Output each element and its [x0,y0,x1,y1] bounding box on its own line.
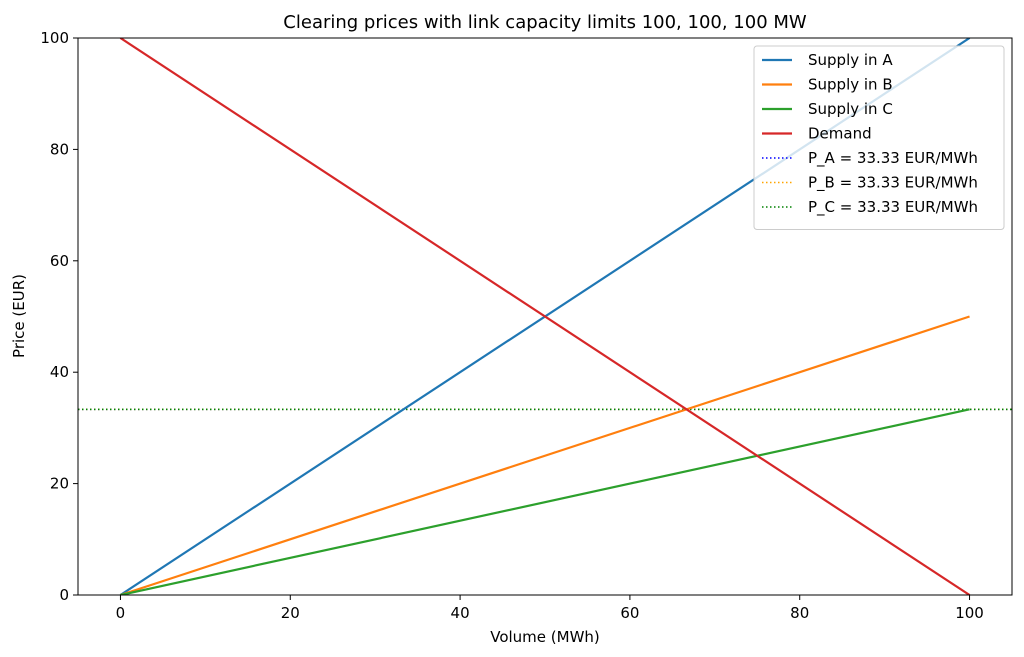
x-tick-label: 100 [955,604,984,622]
x-tick-label: 60 [620,604,639,622]
series-line-4 [119,38,971,595]
legend-label: Demand [808,125,872,143]
series-line-3 [120,408,970,595]
y-axis-label: Price (EUR) [10,274,28,358]
y-tick-label: 60 [50,252,69,270]
legend-label: Supply in A [808,51,893,69]
x-tick-label: 40 [451,604,470,622]
series-line-2 [120,315,970,595]
x-axis-label: Volume (MWh) [490,628,600,646]
legend-label: P_A = 33.33 EUR/MWh [808,149,978,168]
legend-label: Supply in B [808,76,893,94]
legend: Supply in A Supply in B Supply in C Demand P… [753,45,1005,230]
chart-title: Clearing prices with link capacity limit… [283,12,807,33]
y-axis: 0 20 40 60 80 100 [40,29,78,604]
y-tick-label: 100 [40,29,69,47]
legend-label: P_B = 33.33 EUR/MWh [808,174,978,193]
y-tick-label: 20 [50,475,69,493]
x-tick-label: 20 [281,604,300,622]
y-tick-label: 40 [50,363,69,381]
y-tick-label: 80 [50,140,69,158]
legend-box [753,45,1005,230]
x-tick-label: 80 [790,604,809,622]
y-tick-label: 0 [59,586,69,604]
legend-label: P_C = 33.33 EUR/MWh [808,198,978,217]
x-tick-label: 0 [116,604,126,622]
legend-label: Supply in C [808,100,893,118]
x-axis: 0 20 40 60 80 100 [116,595,984,622]
plot-frame [77,37,1013,596]
